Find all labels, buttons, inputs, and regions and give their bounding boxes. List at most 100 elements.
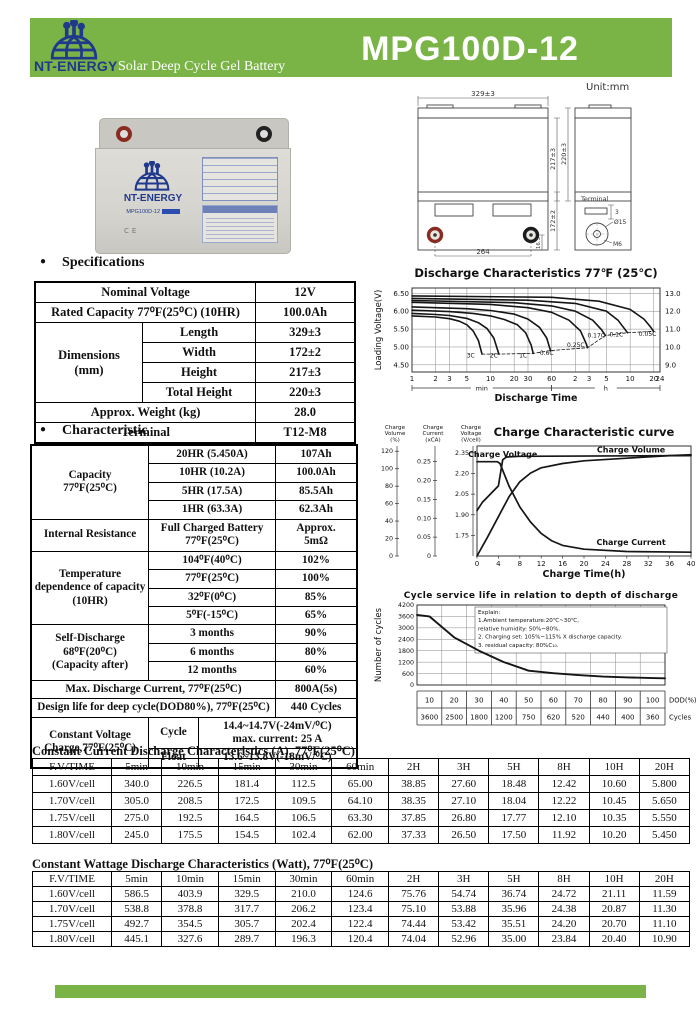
axis-name: Voltage [461,431,483,437]
data-cell: 181.4 [217,775,276,793]
x-tick: 10 [626,375,635,383]
cw-table-title: Constant Wattage Discharge Characteristi… [32,857,373,871]
column-header: 3H [438,758,490,776]
data-cell: 10.60 [588,775,640,793]
table-row: 1.80V/cell 445.1 327.6 289.7 196.3 120.4 74.04… [32,931,691,947]
data-cell: 11.59 [638,886,691,902]
axis-tick: 100 [381,466,393,473]
data-cell: 192.5 [161,809,219,827]
explain-box [474,606,668,654]
column-header: 3H [438,871,490,887]
data-table: F.V/TIME 5min 10min 15min 30min 60min 2H 3H 5H 8H… [32,871,691,947]
table-row: 1.60V/cell 586.5 403.9 329.5 210.0 124.6 75.76… [32,886,691,902]
data-cell: 5.800 [638,775,691,793]
curve-label: 0.17C [587,332,605,339]
data-cell: 35.51 [488,916,540,932]
charge-characteristic-chart: Charge Volume (%) 0 20 40 60 80 100 120 Charge Curr… [371,422,699,590]
footer-bar [55,985,646,998]
cycles-value: 1200 [495,714,513,722]
cutoff-line [481,330,654,355]
axis-tick: 20 [385,536,393,543]
column-header: 5min [110,758,163,776]
axis-name: Charge [385,425,406,431]
data-cell: 20.70 [588,916,640,932]
temp-77f-value: 100% [275,569,358,589]
data-cell: 210.0 [274,886,333,902]
data-cell: 206.2 [274,901,333,917]
height-label: Height [141,362,257,383]
x-tick: 20 [580,560,589,568]
total-height-value: 220±3 [255,382,356,403]
data-cell: 586.5 [110,886,163,902]
max-discharge-value: 800A(5s) [275,679,358,700]
curve-Charge-Voltage [476,454,692,512]
data-cell: 53.42 [438,916,490,932]
capacity-1hr-value: 62.3Ah [275,500,358,520]
y-tick-right: 12.0 [665,308,681,316]
data-cell: 122.4 [331,916,390,932]
row-header: 1.70V/cell [32,792,112,810]
data-cell: 18.48 [488,775,540,793]
dim-3: 3 [615,209,619,216]
specifications-table: Nominal Voltage 12V Rated Capacity 77⁰F(… [34,281,356,444]
data-cell: 275.0 [110,809,163,827]
curve-1C [411,309,534,355]
curve-label: 0.1C [609,332,623,339]
column-header: 10min [161,758,219,776]
column-header: 10min [161,871,219,887]
axis-tick: 2.20 [455,471,469,478]
data-cell: 18.04 [488,792,540,810]
x-tick: 1 [410,375,414,383]
cycles-row-label: Cycles [669,714,692,722]
explain-line: 2. Charging set: 105%~115% X discharge c… [478,635,622,641]
row-header: 1.75V/cell [32,809,112,827]
row-header: 1.70V/cell [32,901,112,917]
brand-logo-icon [50,20,98,60]
axis-tick: 0 [427,553,431,560]
design-life-value: 440 Cycles [275,698,358,718]
y-tick: 0 [410,682,414,689]
x-tick: 12 [537,560,546,568]
data-cell: 305.0 [110,792,163,810]
x-tick: 30 [524,375,533,383]
axis-tick: 0.15 [417,496,431,503]
y-tick-left: 5.50 [393,326,409,334]
curve-0.6C [411,306,552,352]
data-cell: 327.6 [161,931,219,947]
dim-217: 217±3 [549,148,557,170]
temperature-dependence-label: Temperature dependence of capacity (10HR… [30,550,150,626]
axis-tick: 2.05 [455,491,469,498]
chart-title: Charge Characteristic curve [494,425,675,439]
dod-value: 50 [524,696,534,705]
data-cell: 5.450 [638,826,691,844]
data-cell: 54.74 [438,886,490,902]
dod-value: 30 [474,696,484,705]
self-3mo-label: 3 months [148,624,276,644]
data-cell: 17.77 [488,809,540,827]
plot-border [411,287,661,373]
internal-resistance-value: Approx. 5mΩ [275,518,358,552]
x-tick: 16 [558,560,567,568]
data-cell: 35.96 [488,901,540,917]
y-tick-left: 6.00 [393,308,409,316]
self-6mo-value: 80% [275,642,358,663]
x-unit-label: h [604,385,608,393]
capacity-10hr-value: 100.0Ah [275,463,358,483]
data-cell: 24.38 [538,901,590,917]
data-cell: 26.80 [438,809,490,827]
terminal-label: Terminal [34,422,257,444]
axis-tick: 0.10 [417,515,431,522]
column-header: 2H [388,871,440,887]
axis-tick: 2.35 [455,450,469,457]
battery-positive-terminal [116,126,132,142]
cycles-value: 1800 [470,714,488,722]
x-tick: 20 [510,375,519,383]
x-tick: 3 [447,375,451,383]
data-cell: 403.9 [161,886,219,902]
width-label: Width [141,342,257,363]
column-header: 15min [217,758,276,776]
row-header: 1.80V/cell [32,826,112,844]
axis-tick: 0.05 [417,534,431,541]
data-cell: 226.5 [161,775,219,793]
